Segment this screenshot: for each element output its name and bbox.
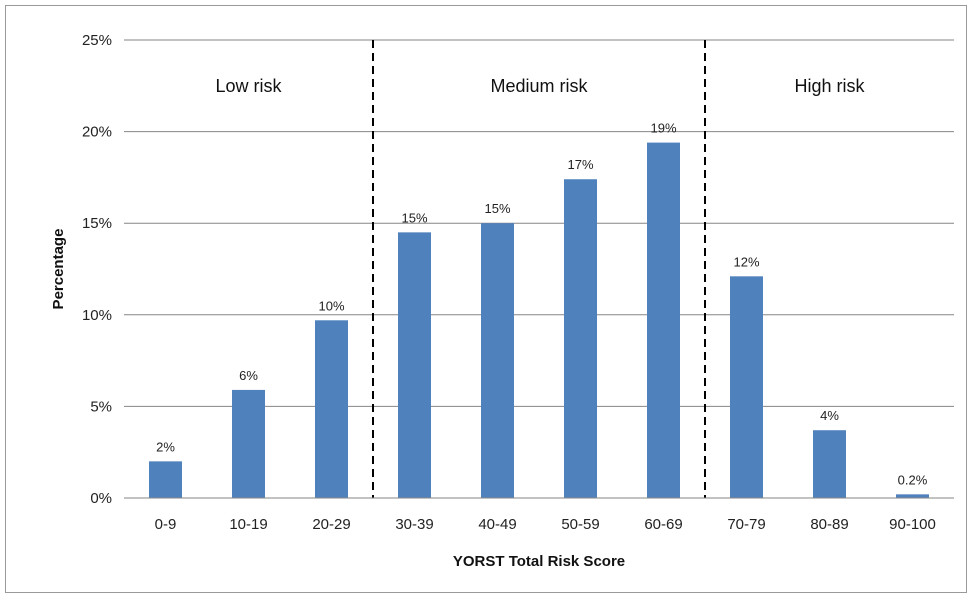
- bar: [149, 461, 182, 498]
- y-tick-label: 5%: [90, 398, 112, 415]
- region-dividers: [372, 40, 706, 498]
- labels: 0% 5% 10% 15% 20% 25% 2% 0-9 6% 10-19 10% 20-29 15% 3…: [82, 32, 936, 533]
- data-label: 2%: [156, 439, 175, 454]
- x-tick-label: 0-9: [155, 516, 177, 533]
- data-label: 0.2%: [898, 472, 928, 487]
- x-tick-label: 30-39: [395, 516, 433, 533]
- region-label: High risk: [794, 76, 865, 96]
- bar: [398, 232, 431, 499]
- bar: [647, 142, 680, 499]
- y-tick-label: 0%: [90, 490, 112, 507]
- y-tick-label: 20%: [82, 124, 112, 141]
- bar: [813, 430, 846, 498]
- y-axis-title: Percentage: [50, 229, 67, 310]
- y-tick-label: 25%: [82, 32, 112, 49]
- data-label: 10%: [318, 298, 344, 313]
- x-axis-title: YORST Total Risk Score: [453, 553, 625, 570]
- region-label: Medium risk: [490, 76, 588, 96]
- x-tick-label: 70-79: [727, 516, 765, 533]
- y-tick-label: 15%: [82, 215, 112, 232]
- bar: [896, 494, 929, 498]
- data-label: 6%: [239, 368, 258, 383]
- data-label: 15%: [484, 201, 510, 216]
- x-tick-label: 50-59: [561, 516, 599, 533]
- x-tick-label: 80-89: [810, 516, 848, 533]
- data-label: 12%: [733, 254, 759, 269]
- y-tick-label: 10%: [82, 307, 112, 324]
- bar: [564, 179, 597, 498]
- region-label: Low risk: [215, 76, 282, 96]
- bar: [232, 389, 265, 498]
- x-tick-label: 10-19: [229, 516, 267, 533]
- x-tick-label: 90-100: [889, 516, 936, 533]
- x-tick-label: 20-29: [312, 516, 350, 533]
- bar: [481, 223, 514, 498]
- bars: [149, 142, 929, 499]
- bar: [730, 276, 763, 498]
- bar: [315, 320, 348, 498]
- x-tick-label: 60-69: [644, 516, 682, 533]
- data-label: 4%: [820, 408, 839, 423]
- data-label: 15%: [401, 210, 427, 225]
- data-label: 17%: [567, 157, 593, 172]
- data-label: 19%: [650, 121, 676, 136]
- x-tick-label: 40-49: [478, 516, 516, 533]
